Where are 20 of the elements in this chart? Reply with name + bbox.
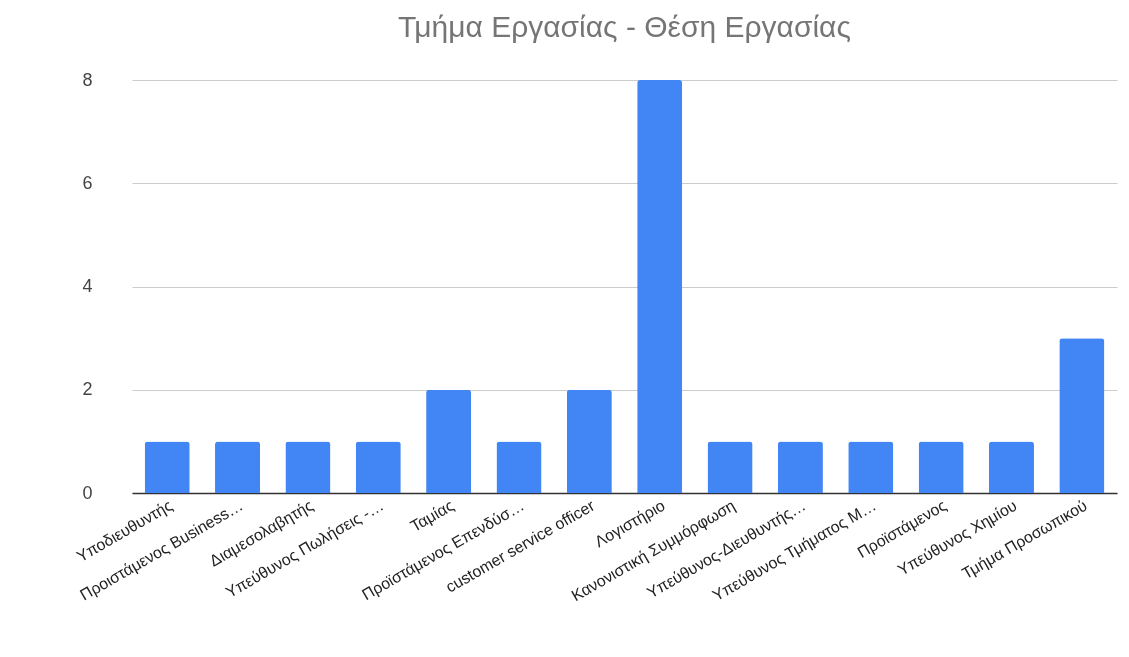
bar (637, 80, 683, 493)
y-tick-label: 2 (82, 379, 93, 400)
y-tick-label: 6 (82, 172, 93, 193)
bar (848, 441, 894, 493)
bar (918, 441, 964, 493)
chart-title: Τμήμα Εργασίας - Θέση Εργασίας (398, 10, 851, 43)
bar (144, 441, 190, 493)
bar (988, 441, 1034, 493)
bar (707, 441, 753, 493)
bar (777, 441, 823, 493)
bar (215, 441, 261, 493)
y-tick-label: 8 (82, 69, 93, 90)
y-tick-label: 4 (82, 276, 93, 296)
bar (566, 389, 612, 493)
bar (496, 441, 542, 493)
bar (1059, 338, 1105, 493)
y-tick-label: 0 (82, 482, 93, 503)
bar (355, 441, 401, 493)
bar (426, 389, 472, 493)
bar (285, 441, 331, 493)
